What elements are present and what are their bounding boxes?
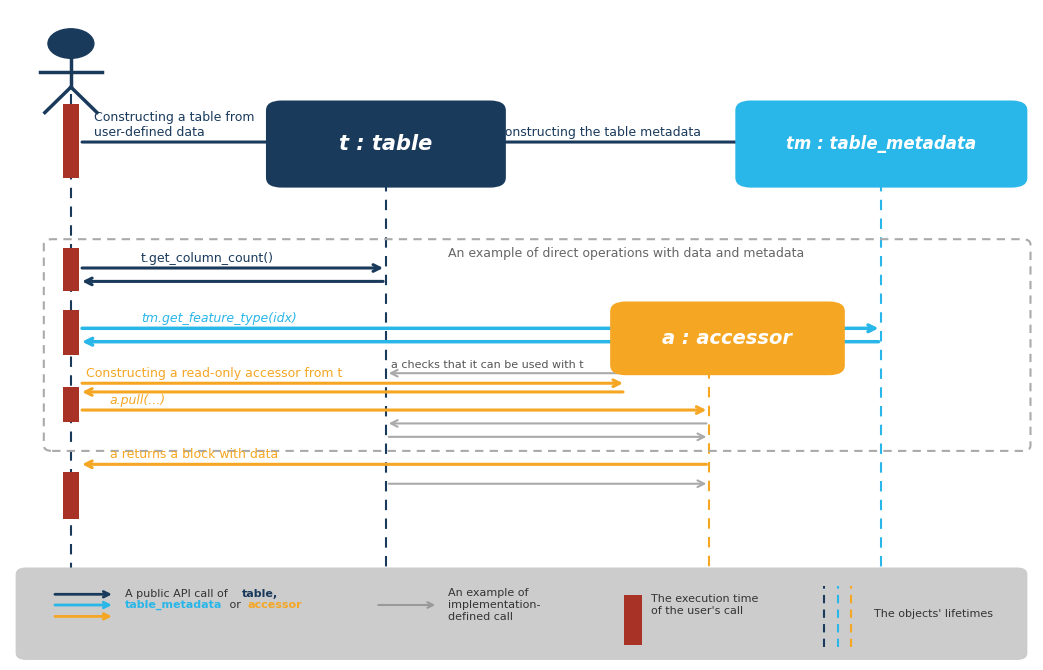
FancyBboxPatch shape [610, 302, 845, 375]
FancyBboxPatch shape [63, 387, 79, 422]
Text: Constructing a table from
user-defined data: Constructing a table from user-defined d… [94, 111, 254, 139]
FancyBboxPatch shape [16, 567, 1027, 660]
Text: The execution time
of the user's call: The execution time of the user's call [651, 594, 758, 616]
FancyBboxPatch shape [63, 248, 79, 291]
Circle shape [48, 29, 94, 58]
Text: t : table: t : table [339, 134, 433, 154]
Text: or: or [226, 600, 245, 610]
Text: An example of
implementation-
defined call: An example of implementation- defined ca… [448, 588, 541, 622]
Text: Constructing a read-only accessor from t: Constructing a read-only accessor from t [86, 367, 342, 380]
FancyBboxPatch shape [63, 104, 79, 178]
Text: tm : table_metadata: tm : table_metadata [786, 135, 976, 153]
FancyBboxPatch shape [624, 595, 642, 645]
Text: An example of direct operations with data and metadata: An example of direct operations with dat… [447, 247, 804, 260]
Text: a checks that it can be used with t: a checks that it can be used with t [391, 360, 584, 370]
FancyBboxPatch shape [735, 100, 1027, 188]
Text: a returns a block with data: a returns a block with data [110, 448, 277, 461]
FancyBboxPatch shape [266, 100, 506, 188]
Text: table,: table, [242, 590, 278, 599]
FancyBboxPatch shape [63, 472, 79, 519]
Text: a : accessor: a : accessor [662, 329, 793, 348]
Text: t.get_column_count(): t.get_column_count() [141, 252, 274, 265]
Text: tm.get_feature_type(idx): tm.get_feature_type(idx) [141, 312, 296, 325]
Text: table_metadata: table_metadata [125, 600, 222, 610]
FancyBboxPatch shape [63, 310, 79, 355]
Text: a.pull(...): a.pull(...) [110, 394, 166, 407]
Text: A public API call of: A public API call of [125, 590, 232, 599]
Text: accessor: accessor [247, 600, 301, 610]
Text: Constructing the table metadata: Constructing the table metadata [496, 126, 702, 139]
Text: The objects' lifetimes: The objects' lifetimes [874, 610, 993, 619]
